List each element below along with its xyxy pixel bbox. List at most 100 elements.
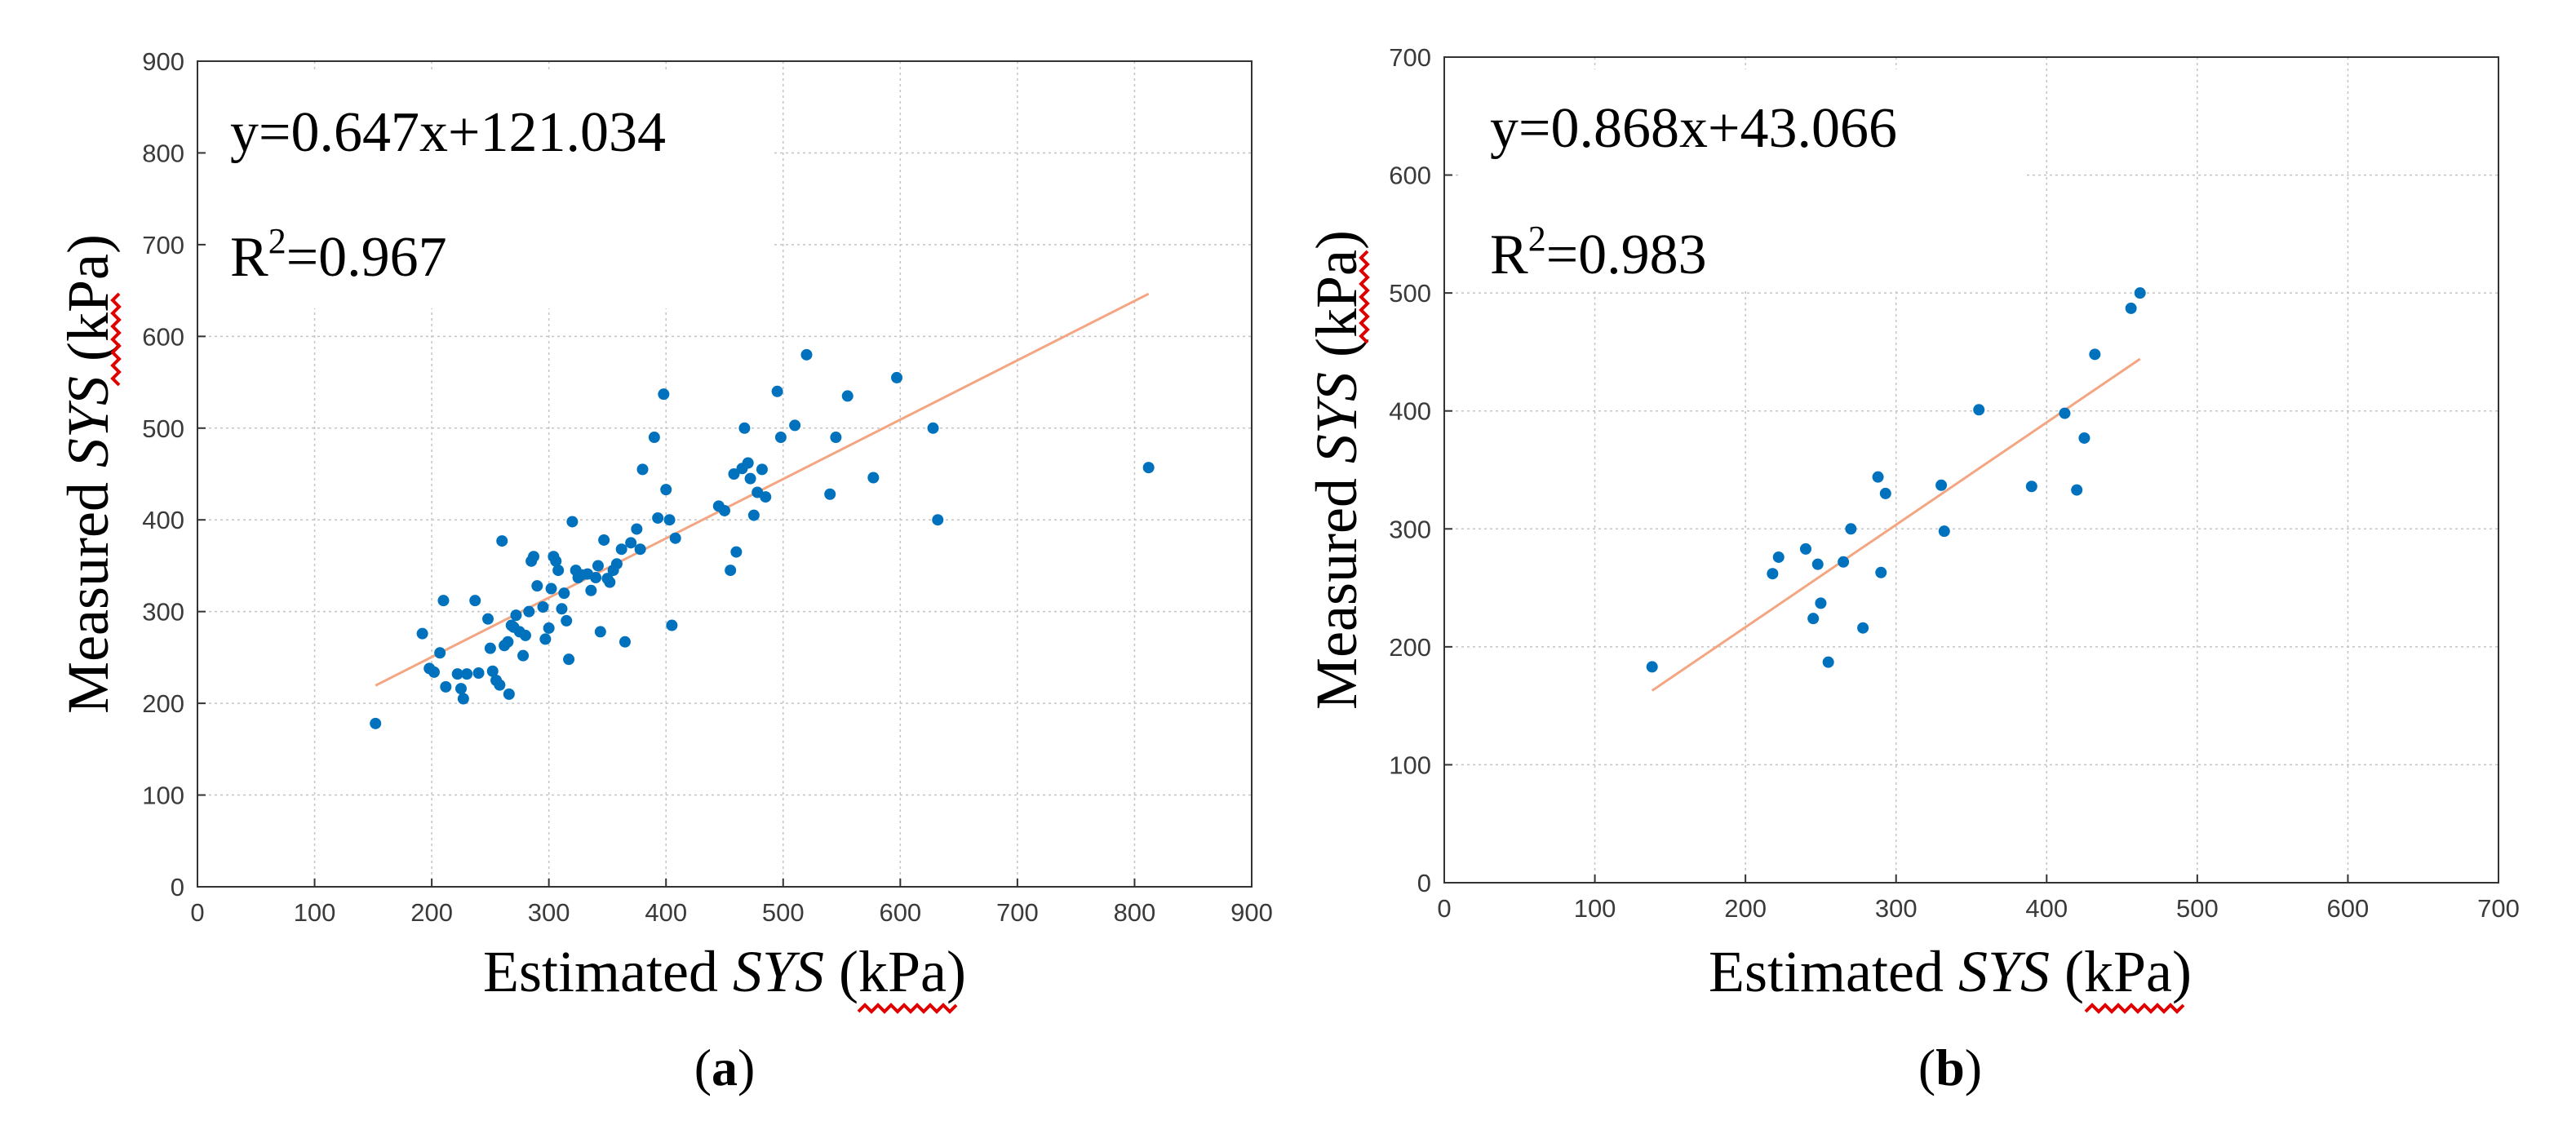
data-point: [519, 629, 531, 641]
data-point: [747, 509, 760, 521]
y-tick-label: 300: [1389, 515, 1431, 543]
data-point: [2071, 484, 2083, 496]
data-point: [800, 348, 813, 361]
data-point: [1799, 543, 1811, 555]
spellcheck-underline-icon: [2084, 1003, 2185, 1014]
data-point: [543, 622, 555, 634]
data-point: [1142, 462, 1155, 474]
data-point: [774, 432, 787, 444]
data-point: [652, 512, 664, 524]
data-point: [927, 422, 939, 434]
data-point: [2134, 287, 2146, 299]
data-point: [789, 419, 801, 432]
data-point: [592, 560, 604, 572]
data-point: [434, 647, 446, 659]
x-tick-label: 500: [762, 898, 805, 927]
data-point: [2059, 407, 2071, 419]
y-tick-label: 700: [142, 231, 184, 259]
r-squared: R2=0.967: [230, 221, 447, 289]
y-tick-label: 200: [142, 689, 184, 718]
data-point: [451, 668, 463, 680]
data-point: [648, 432, 660, 444]
x-tick-label: 400: [645, 898, 687, 927]
data-point: [552, 565, 565, 577]
data-point: [1838, 556, 1850, 568]
y-axis-label-prefix: Measured: [1304, 478, 1369, 710]
data-point: [550, 555, 562, 567]
annotation-background: [1461, 69, 2024, 290]
x-tick-label: 100: [1574, 894, 1616, 923]
x-tick-label: 600: [2327, 894, 2370, 923]
data-point: [1811, 558, 1824, 570]
regression-equation: y=0.647x+121.034: [230, 101, 666, 164]
data-point: [725, 565, 737, 577]
y-tick-label: 500: [1389, 279, 1431, 308]
data-point: [1646, 661, 1658, 673]
x-tick-label: 200: [410, 898, 453, 927]
y-tick-label: 600: [142, 322, 184, 351]
data-point: [594, 626, 606, 638]
data-point: [370, 717, 382, 729]
data-point: [461, 668, 473, 680]
x-tick-label: 0: [190, 898, 204, 927]
y-tick-label: 300: [142, 598, 184, 627]
data-point: [669, 532, 681, 544]
data-point: [744, 472, 756, 485]
data-point: [528, 551, 540, 563]
x-tick-label: 800: [1114, 898, 1156, 927]
regression-equation: y=0.868x+43.066: [1490, 97, 1897, 160]
y-tick-label: 100: [1389, 751, 1431, 779]
y-tick-label: 600: [1389, 162, 1431, 190]
chart-panel-b: 0 100 200 300 400 500 600 700 0 100 200 300 400 500 60…: [1304, 43, 2520, 1096]
data-point: [2125, 302, 2137, 314]
data-point: [517, 649, 530, 662]
data-point: [1938, 525, 1950, 538]
data-point: [2078, 432, 2091, 444]
spellcheck-underline-icon: [857, 1003, 958, 1014]
data-point: [537, 601, 549, 613]
y-axis-label-variable: SYS: [55, 376, 121, 467]
x-tick-label: 100: [294, 898, 336, 927]
data-point: [2089, 348, 2101, 361]
y-axis-label-unit: (kPa): [55, 234, 121, 361]
r-squared-value: =0.967: [286, 226, 447, 289]
r-squared: R2=0.983: [1490, 219, 1707, 286]
data-point: [523, 605, 535, 618]
y-axis-label-prefix: Measured: [55, 482, 121, 714]
x-tick-label: 700: [996, 898, 1039, 927]
data-point: [932, 514, 944, 526]
x-axis-label-variable: SYS: [1958, 939, 2050, 1004]
data-point: [1879, 487, 1891, 499]
y-tick-label: 100: [142, 782, 184, 810]
x-tick-label: 600: [879, 898, 921, 927]
data-point: [2025, 481, 2037, 493]
chart-panel-a: 0 100 200 300 400 500 600 700 800 900 0 100 200 300 40…: [55, 47, 1273, 1096]
x-tick-label: 0: [1437, 894, 1451, 923]
data-point: [824, 488, 836, 500]
data-point: [610, 558, 623, 570]
data-point: [455, 683, 467, 695]
data-point: [1845, 523, 1857, 535]
y-axis-label: Measured SYS (kPa): [55, 234, 121, 714]
regression-line: [1651, 357, 2141, 692]
r-squared-exponent: 2: [268, 221, 286, 261]
data-point: [619, 636, 631, 648]
data-point: [666, 619, 678, 631]
data-point: [625, 537, 637, 549]
data-point: [545, 582, 557, 595]
y-tick-label: 500: [142, 414, 184, 443]
data-point: [730, 546, 743, 558]
data-point: [531, 580, 543, 592]
annotation-background: [209, 72, 772, 308]
x-axis-label-prefix: Estimated: [1709, 939, 1944, 1004]
y-tick-label: 400: [1389, 397, 1431, 426]
data-point: [503, 688, 515, 700]
data-point: [615, 543, 627, 556]
data-point: [472, 667, 485, 680]
x-tick-label: 200: [1724, 894, 1767, 923]
data-point: [494, 679, 506, 691]
r-squared-base: R: [1490, 224, 1528, 286]
data-point: [663, 514, 676, 526]
panel-label: (a): [694, 1039, 756, 1096]
